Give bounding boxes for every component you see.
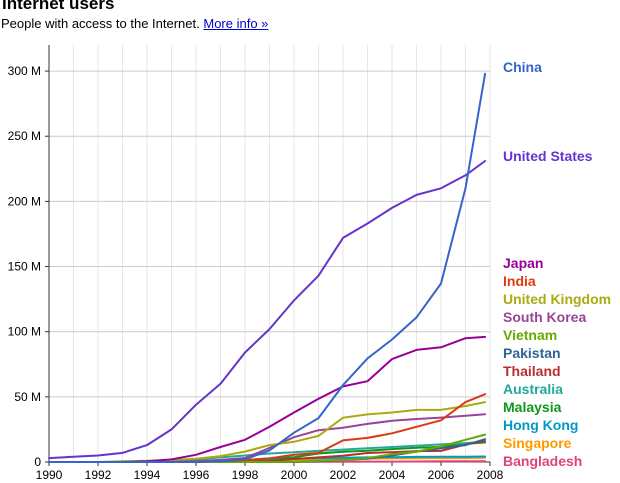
x-tick-label: 2006 xyxy=(428,468,455,482)
x-tick-label: 1992 xyxy=(85,468,112,482)
axes: 0 50 M 100 M 150 M 200 M 250 M 300 M 1990 1992 19… xyxy=(8,45,504,482)
series-line-china[interactable] xyxy=(48,72,487,463)
legend-label-malaysia[interactable]: Malaysia xyxy=(503,399,562,415)
subtitle-text: People with access to the Internet. xyxy=(1,16,200,31)
legend: China United States Japan India United Kingd… xyxy=(503,59,611,469)
grid-lines xyxy=(48,45,491,462)
y-tick-label: 50 M xyxy=(14,390,41,404)
legend-label-pakistan[interactable]: Pakistan xyxy=(503,345,561,361)
legend-label-china[interactable]: China xyxy=(503,59,542,75)
y-tick-label: 300 M xyxy=(8,64,41,78)
x-tick-label: 1994 xyxy=(134,468,161,482)
legend-label-vietnam[interactable]: Vietnam xyxy=(503,327,557,343)
more-info-link[interactable]: More info » xyxy=(203,16,269,31)
legend-label-south-korea[interactable]: South Korea xyxy=(503,309,586,325)
legend-label-united-kingdom[interactable]: United Kingdom xyxy=(503,291,611,307)
legend-label-japan[interactable]: Japan xyxy=(503,255,543,271)
legend-label-australia[interactable]: Australia xyxy=(503,381,563,397)
legend-label-india[interactable]: India xyxy=(503,273,536,289)
series-lines xyxy=(48,72,487,463)
series-line-south-korea[interactable] xyxy=(48,413,487,463)
y-tick-label: 200 M xyxy=(8,194,41,208)
legend-label-singapore[interactable]: Singapore xyxy=(503,435,572,451)
x-tick-label: 2000 xyxy=(281,468,308,482)
x-tick-label: 1996 xyxy=(183,468,210,482)
y-tick-label: 0 xyxy=(34,455,41,469)
legend-label-united-states[interactable]: United States xyxy=(503,148,593,164)
x-tick-label: 1998 xyxy=(232,468,259,482)
x-tick-label: 1990 xyxy=(36,468,63,482)
series-line-japan[interactable] xyxy=(48,335,487,463)
legend-label-thailand[interactable]: Thailand xyxy=(503,363,561,379)
chart-title: Internet users xyxy=(2,0,115,13)
x-tick-label: 2004 xyxy=(379,468,406,482)
y-tick-label: 250 M xyxy=(8,129,41,143)
legend-label-hong-kong[interactable]: Hong Kong xyxy=(503,417,578,433)
chart-subtitle: People with access to the Internet. More… xyxy=(1,16,268,31)
x-tick-label: 2008 xyxy=(477,468,504,482)
x-tick-label: 2002 xyxy=(330,468,357,482)
y-tick-label: 100 M xyxy=(8,325,41,339)
legend-label-bangladesh[interactable]: Bangladesh xyxy=(503,453,582,469)
y-tick-label: 150 M xyxy=(8,260,41,274)
series-line-united-states[interactable] xyxy=(48,160,487,460)
